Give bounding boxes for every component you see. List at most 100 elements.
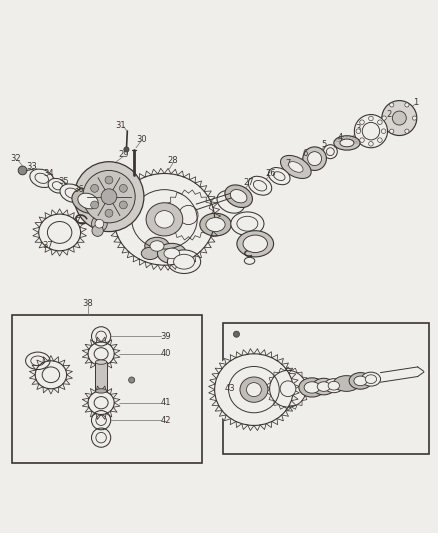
Ellipse shape [145,237,169,255]
Text: 42: 42 [160,416,171,425]
Text: 39: 39 [160,332,171,341]
Circle shape [166,193,210,237]
Text: 2: 2 [387,110,392,119]
Ellipse shape [53,182,63,190]
Circle shape [92,225,103,236]
Circle shape [390,129,394,133]
Ellipse shape [48,179,67,193]
Ellipse shape [312,378,335,395]
Ellipse shape [109,169,220,270]
Ellipse shape [33,210,86,255]
Circle shape [91,184,99,192]
Text: 41: 41 [160,398,171,407]
Circle shape [101,189,117,205]
Ellipse shape [237,216,258,231]
Ellipse shape [237,231,274,257]
Ellipse shape [157,244,186,263]
Circle shape [392,111,406,125]
Ellipse shape [349,373,372,389]
Ellipse shape [243,235,268,253]
Circle shape [74,161,144,231]
Ellipse shape [231,212,264,236]
Ellipse shape [173,254,194,269]
Circle shape [381,129,386,133]
Circle shape [405,103,409,107]
Circle shape [91,201,99,209]
Bar [223,323,428,454]
Ellipse shape [317,382,330,391]
Ellipse shape [164,248,180,259]
Text: 7: 7 [285,158,291,167]
Bar [12,314,201,463]
Circle shape [382,101,417,135]
Ellipse shape [83,338,120,370]
Ellipse shape [95,389,107,393]
Circle shape [369,116,373,121]
Text: 4: 4 [338,133,343,142]
Text: 32: 32 [10,154,21,163]
Text: 6: 6 [302,149,307,158]
Ellipse shape [141,247,159,260]
Circle shape [105,176,113,184]
Ellipse shape [150,241,164,251]
Ellipse shape [200,213,231,236]
Text: 31: 31 [116,120,126,130]
Circle shape [120,201,127,209]
Text: 27: 27 [244,178,254,187]
Text: 28: 28 [168,156,178,165]
Ellipse shape [155,211,174,228]
Circle shape [18,166,27,175]
Ellipse shape [340,139,354,147]
Text: 35: 35 [58,177,68,186]
Text: 30: 30 [136,134,147,143]
Ellipse shape [60,184,84,203]
Ellipse shape [254,181,267,191]
Ellipse shape [244,257,255,264]
Ellipse shape [35,173,49,183]
Ellipse shape [72,189,104,213]
Ellipse shape [280,156,311,179]
Ellipse shape [167,250,201,273]
Circle shape [95,220,104,228]
Circle shape [378,120,382,125]
Text: 1: 1 [413,98,418,107]
Ellipse shape [334,136,360,150]
Circle shape [390,103,394,107]
Ellipse shape [247,383,261,397]
Text: 5: 5 [321,140,327,149]
Circle shape [124,147,129,152]
Ellipse shape [299,378,325,397]
Circle shape [280,381,296,397]
Ellipse shape [289,161,303,172]
Text: 38: 38 [83,299,93,308]
Ellipse shape [361,372,381,386]
Text: 36: 36 [73,185,84,194]
Text: 40: 40 [160,349,171,358]
Ellipse shape [303,147,326,171]
Ellipse shape [248,176,272,195]
Circle shape [369,142,373,146]
Text: 29: 29 [119,150,129,159]
Circle shape [378,138,382,142]
Ellipse shape [217,191,244,213]
Ellipse shape [333,376,360,391]
Ellipse shape [30,169,53,188]
Ellipse shape [209,350,298,430]
Circle shape [356,129,360,133]
Ellipse shape [78,193,98,209]
Ellipse shape [304,382,320,393]
Circle shape [179,205,198,224]
Text: 37: 37 [42,241,53,250]
Circle shape [83,171,135,223]
Ellipse shape [31,356,45,366]
Ellipse shape [25,352,50,369]
Ellipse shape [324,379,343,393]
Ellipse shape [354,376,367,386]
Ellipse shape [83,386,120,419]
Circle shape [360,120,364,125]
Circle shape [362,123,380,140]
Ellipse shape [268,167,290,185]
Circle shape [105,209,113,217]
Ellipse shape [365,375,377,384]
Text: 43: 43 [225,384,235,393]
